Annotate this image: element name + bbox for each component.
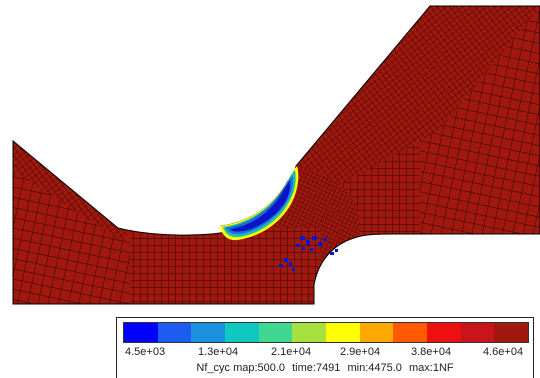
legend-color-bar: [123, 322, 529, 343]
legend-swatch: [157, 323, 192, 342]
legend-swatch: [191, 323, 226, 342]
legend-swatch: [292, 323, 327, 342]
legend-tick-labels: 4.5e+03 1.3e+04 2.1e+04 2.9e+04 3.8e+04 …: [117, 346, 535, 360]
legend-tick-label: 2.1e+04: [271, 346, 312, 358]
legend-swatch: [393, 323, 428, 342]
legend-swatch: [258, 323, 293, 342]
legend-swatch: [460, 323, 495, 342]
legend-swatch: [494, 323, 529, 342]
min-value: min:4475.0: [347, 362, 402, 374]
legend-tick-label: 3.8e+04: [411, 346, 452, 358]
legend-caption: Nf_cyc map:500.0 time:7491 min:4475.0 ma…: [117, 362, 533, 374]
legend-swatch: [124, 323, 158, 342]
legend-tick-label: 2.9e+04: [340, 346, 381, 358]
time-value: time:7491: [292, 362, 341, 374]
max-value: max:1NF: [408, 362, 454, 374]
legend-swatch: [326, 323, 360, 342]
color-legend: 4.5e+03 1.3e+04 2.1e+04 2.9e+04 3.8e+04 …: [116, 317, 534, 378]
legend-tick-label: 4.6e+04: [483, 346, 524, 358]
legend-tick-label: 4.5e+03: [125, 346, 166, 358]
legend-tick-label: 1.3e+04: [198, 346, 239, 358]
low-life-elements: [279, 236, 338, 271]
legend-swatch: [225, 323, 259, 342]
map-variable: Nf_cyc map:500.0: [196, 362, 286, 374]
legend-swatch: [359, 323, 394, 342]
mesh-part: [13, 6, 540, 304]
legend-swatch: [427, 323, 461, 342]
fatigue-hotspot-contour: [219, 166, 299, 241]
